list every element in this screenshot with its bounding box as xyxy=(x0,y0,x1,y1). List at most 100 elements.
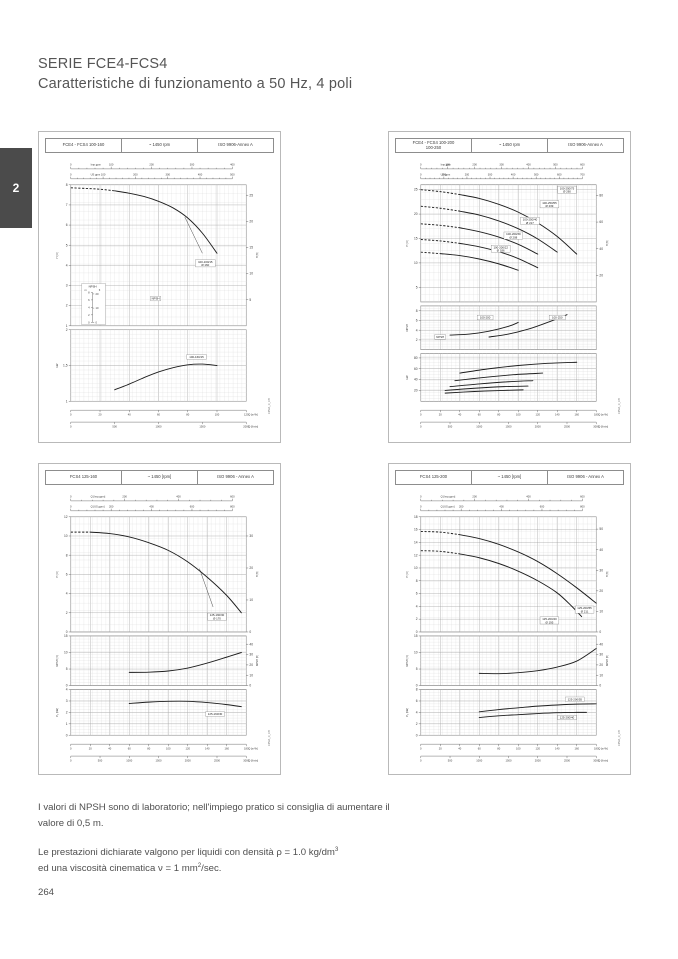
svg-text:140: 140 xyxy=(555,413,560,417)
svg-text:0: 0 xyxy=(420,413,422,417)
svg-text:60: 60 xyxy=(599,220,603,224)
curve-100-160-15-power xyxy=(114,363,218,391)
svg-text:100: 100 xyxy=(101,173,106,177)
svg-text:US gpm: US gpm xyxy=(91,173,101,177)
svg-text:80: 80 xyxy=(599,194,603,198)
svg-text:NPSH [ft]: NPSH [ft] xyxy=(255,655,259,666)
curve-label: 100-250/40Ø 217 xyxy=(520,217,540,225)
svg-text:Q [l/min]: Q [l/min] xyxy=(598,424,608,428)
svg-text:Q [US.gpm]: Q [US.gpm] xyxy=(91,505,105,509)
svg-text:40: 40 xyxy=(414,378,418,382)
svg-text:2: 2 xyxy=(416,722,418,726)
chart-fce4-fcs4-100-200-250: FCE4 - FCS4 100-200 100-250 ~ 1450 rpm ISO… xyxy=(388,131,631,443)
svg-text:100: 100 xyxy=(215,413,220,417)
svg-text:6: 6 xyxy=(66,223,68,227)
svg-text:8: 8 xyxy=(416,688,418,692)
svg-text:125-200/40: 125-200/40 xyxy=(560,716,575,720)
svg-text:30: 30 xyxy=(249,653,253,657)
page-number: 264 xyxy=(38,887,55,898)
svg-text:80: 80 xyxy=(414,356,418,360)
curve-npsh xyxy=(478,648,597,675)
svg-text:2: 2 xyxy=(416,617,418,621)
svg-text:100-250/75: 100-250/75 xyxy=(560,186,575,190)
svg-text:5: 5 xyxy=(416,285,418,289)
svg-text:H [ft]: H [ft] xyxy=(255,571,259,577)
chart-speed-label: ~ 1450 [rpm] xyxy=(122,471,198,484)
svg-text:18: 18 xyxy=(414,515,418,519)
svg-text:CPMA_C_CH: CPMA_C_CH xyxy=(267,730,271,746)
svg-text:100: 100 xyxy=(516,413,521,417)
svg-text:40: 40 xyxy=(599,247,603,251)
svg-text:Imp.gpm: Imp.gpm xyxy=(91,163,102,167)
svg-text:160: 160 xyxy=(575,747,580,751)
svg-text:10: 10 xyxy=(414,651,418,655)
curve-label: 100-160/15Ø 160 xyxy=(195,259,216,267)
svg-text:0: 0 xyxy=(416,733,418,737)
svg-text:3000: 3000 xyxy=(243,758,249,762)
curve-100-250-75 xyxy=(420,189,578,255)
npsh-note-line2: valore di 0,5 m. xyxy=(38,817,104,829)
svg-text:800: 800 xyxy=(580,505,585,509)
curve-100-250-55 xyxy=(420,205,558,253)
curve-label: 100-200/22Ø 186 xyxy=(491,245,511,253)
svg-text:100-200/30: 100-200/30 xyxy=(506,232,521,236)
chart-plot-area: 0 200 400 600 Q [Imp.gpm] 0 200 400 600 800 Q [US.… xyxy=(45,487,274,768)
svg-text:100-250/40: 100-250/40 xyxy=(523,218,538,222)
svg-text:400: 400 xyxy=(149,505,154,509)
svg-text:8: 8 xyxy=(416,579,418,583)
svg-text:40: 40 xyxy=(249,642,253,646)
page-title: SERIE FCE4-FCS4 Caratteristiche di funzi… xyxy=(38,55,638,94)
svg-text:10: 10 xyxy=(414,261,418,265)
svg-text:50: 50 xyxy=(599,527,603,531)
svg-text:0: 0 xyxy=(420,758,422,762)
curve-100-160-15-head xyxy=(70,187,218,254)
svg-text:2000: 2000 xyxy=(243,424,249,428)
svg-text:120: 120 xyxy=(536,413,541,417)
svg-text:1000: 1000 xyxy=(476,424,482,428)
svg-text:5: 5 xyxy=(66,243,68,247)
svg-text:NPSH: NPSH xyxy=(436,335,444,339)
svg-text:160: 160 xyxy=(575,413,580,417)
curve-label: 100-250/55Ø 239 xyxy=(539,200,560,208)
svg-text:Ø 160: Ø 160 xyxy=(201,263,209,267)
footer-notes: I valori di NPSH sono di laboratorio; ne… xyxy=(38,800,538,877)
svg-text:180: 180 xyxy=(244,747,249,751)
curve-label: 100-160/15 xyxy=(186,354,207,360)
svg-text:600: 600 xyxy=(540,505,545,509)
svg-text:Q [Imp.gpm]: Q [Imp.gpm] xyxy=(91,495,106,499)
svg-text:100: 100 xyxy=(442,173,447,177)
chart-model-label: FCE4 - FCS4 100-160 xyxy=(46,139,122,152)
svg-text:100-160/15: 100-160/15 xyxy=(198,260,213,264)
svg-text:NPSH [ft]: NPSH [ft] xyxy=(605,655,609,666)
svg-text:8: 8 xyxy=(88,290,90,294)
svg-text:NPSH [m]: NPSH [m] xyxy=(55,655,59,667)
svg-text:600: 600 xyxy=(230,495,235,499)
svg-text:8: 8 xyxy=(416,309,418,313)
chart-fce4-fcs4-100-160: FCE4 - FCS4 100-160 ~ 1450 rpm ISO 9906-An… xyxy=(38,131,281,443)
svg-text:Ø 186: Ø 186 xyxy=(497,249,505,253)
chart-title-row: FCS4 125-200 ~ 1450 [rpm] ISO 9906 - Annex… xyxy=(395,470,624,485)
svg-text:200: 200 xyxy=(472,163,477,167)
svg-text:0: 0 xyxy=(599,684,601,688)
curve-label: 125-200/55Ø 211 xyxy=(574,605,595,613)
svg-text:H [m]: H [m] xyxy=(55,571,59,578)
chart-speed-label: ~ 1450 rpm xyxy=(122,139,198,152)
svg-text:H [m]: H [m] xyxy=(55,252,59,259)
svg-text:0: 0 xyxy=(66,733,68,737)
svg-text:100: 100 xyxy=(516,747,521,751)
svg-text:2: 2 xyxy=(66,304,68,308)
svg-text:2: 2 xyxy=(416,338,418,342)
curve-100-200-22 xyxy=(420,251,519,271)
svg-text:700: 700 xyxy=(580,173,585,177)
svg-text:40: 40 xyxy=(599,548,603,552)
curve-100-200-npsh xyxy=(449,321,519,336)
svg-text:Ø 195: Ø 195 xyxy=(546,620,554,624)
svg-text:100: 100 xyxy=(166,747,171,751)
svg-text:3: 3 xyxy=(66,699,68,703)
svg-text:4: 4 xyxy=(88,305,90,309)
svg-text:3: 3 xyxy=(66,284,68,288)
svg-text:0: 0 xyxy=(70,413,72,417)
svg-text:20: 20 xyxy=(96,292,99,296)
svg-text:CPMA_C_CH: CPMA_C_CH xyxy=(617,398,621,414)
